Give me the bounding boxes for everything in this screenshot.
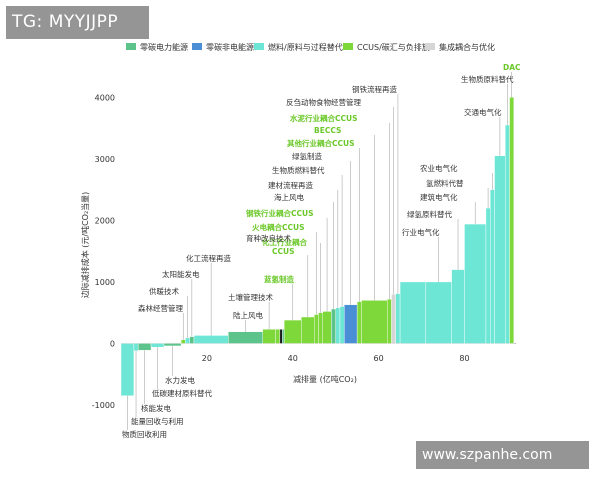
legend-swatch [425, 43, 435, 50]
bar-label: 海上风电 [274, 192, 304, 202]
bar-label: 低碳建材原料替代 [152, 388, 212, 398]
bar [331, 308, 336, 344]
legend-swatch [192, 43, 202, 50]
bar-label: 火电耦合CCUS [252, 222, 305, 232]
bar [335, 307, 341, 344]
bar [322, 311, 332, 344]
bar [120, 343, 135, 396]
bar-label: 蓝氢制造 [264, 274, 294, 284]
bar-label: 行业电气化 [402, 227, 440, 237]
bar [494, 155, 506, 344]
bar-label: 供暖技术 [149, 286, 179, 296]
bar [318, 312, 323, 344]
legend-label: 零碳非电能源 [206, 42, 254, 52]
bars [120, 97, 515, 396]
bar-label: 水力发电 [165, 375, 195, 385]
y-tick-label: 2000 [95, 216, 115, 225]
bar [193, 335, 229, 344]
bar [163, 343, 182, 347]
x-tick-label: 20 [202, 354, 212, 363]
bar [464, 223, 487, 344]
legend-swatch [343, 43, 353, 50]
y-tick-label: 4000 [95, 93, 115, 102]
legend-swatch [126, 43, 136, 50]
x-tick-label: 80 [459, 354, 469, 363]
bar [133, 343, 139, 352]
bar-label: 反刍动物食物经营管理 [286, 97, 361, 107]
bar-label: 建材流程再造 [268, 180, 313, 190]
watermark-top-left: TG: MYYJJPP [6, 6, 149, 39]
bar-label: 能量回收与利用 [131, 416, 184, 426]
bar [344, 304, 358, 344]
bar [395, 293, 401, 344]
bar [361, 300, 388, 344]
bar-label: 太阳能发电 [162, 269, 200, 279]
bar [279, 329, 283, 344]
bar-label: 钢铁流程再造 [352, 84, 397, 94]
bar [505, 124, 510, 344]
x-tick-label: 40 [288, 354, 298, 363]
bar-label: 绿氢制造 [292, 151, 322, 161]
bar-label: 陆上风电 [233, 310, 263, 320]
bar [386, 298, 392, 344]
y-tick-label: 1000 [95, 278, 115, 287]
bar [228, 331, 263, 344]
bar [425, 281, 452, 344]
legend-label: 零碳电力能源 [140, 42, 188, 52]
bar [485, 207, 491, 344]
bar [301, 316, 315, 344]
bar-label: 绿氢原料替代 [407, 209, 452, 219]
legend-label: 燃料/原料与过程替代 [268, 42, 343, 52]
bar [451, 269, 465, 344]
bar-label: 交通电气化 [464, 107, 502, 117]
bar [137, 343, 152, 351]
x-axis-title: 减排量 (亿吨CO₂) [293, 374, 357, 384]
watermark-bottom-right: www.szpanhe.com [416, 441, 589, 469]
bar-label: 化工流程再造 [186, 253, 231, 263]
legend-swatch [254, 43, 264, 50]
bar [282, 329, 285, 344]
bar-label: 森林经营管理 [138, 303, 183, 313]
bar-label: 生物质原料替代 [461, 74, 514, 84]
bar [339, 306, 345, 344]
legend: 零碳电力能源 零碳非电能源 燃料/原料与过程替代 CCUS/碳汇与负排放 集成耦合与优化 [126, 42, 495, 52]
bar [262, 329, 276, 344]
bar-label: 氢燃料代替 [426, 178, 464, 188]
bar [356, 301, 362, 344]
bar-label: BECCS [314, 126, 341, 135]
bar [490, 189, 495, 344]
bar-label: 核能发电 [141, 403, 171, 413]
bar-label: 生物质燃料替代 [272, 165, 325, 175]
legend-label: 集成耦合与优化 [439, 42, 495, 52]
bar [391, 294, 396, 344]
bar-label: 农业电气化 [420, 163, 458, 173]
bar-label: 建筑电气化 [420, 192, 458, 202]
bar-label: 物质回收利用 [122, 429, 167, 439]
bar [150, 343, 165, 348]
x-tick-label: 60 [374, 354, 384, 363]
bar [283, 319, 302, 344]
y-axis-title: 边际减排成本 (元/吨CO₂当量) [80, 192, 90, 299]
bar [189, 336, 195, 344]
bar-label: 土壤管理技术 [228, 292, 273, 302]
bar [275, 329, 281, 344]
y-tick-label: 0 [110, 339, 115, 348]
bar [509, 97, 515, 344]
bar [180, 339, 186, 344]
bar [314, 314, 319, 344]
bar-label: 化工行业耦合 [262, 237, 307, 247]
y-tick-label: -1000 [92, 401, 115, 410]
bar-label: DAC [503, 63, 521, 72]
bar-label: 育种改良技术 [246, 233, 291, 243]
bar-label: 钢铁行业耦合CCUS [246, 208, 314, 218]
bar [185, 337, 190, 344]
bar-label: 其他行业耦合CCUS [287, 138, 355, 148]
bar-label: 水泥行业耦合CCUS [290, 113, 358, 123]
y-tick-label: 3000 [95, 155, 115, 164]
legend-label: CCUS/碳汇与负排放 [357, 42, 430, 52]
bar-label: CCUS [272, 247, 295, 256]
bar [399, 281, 427, 344]
